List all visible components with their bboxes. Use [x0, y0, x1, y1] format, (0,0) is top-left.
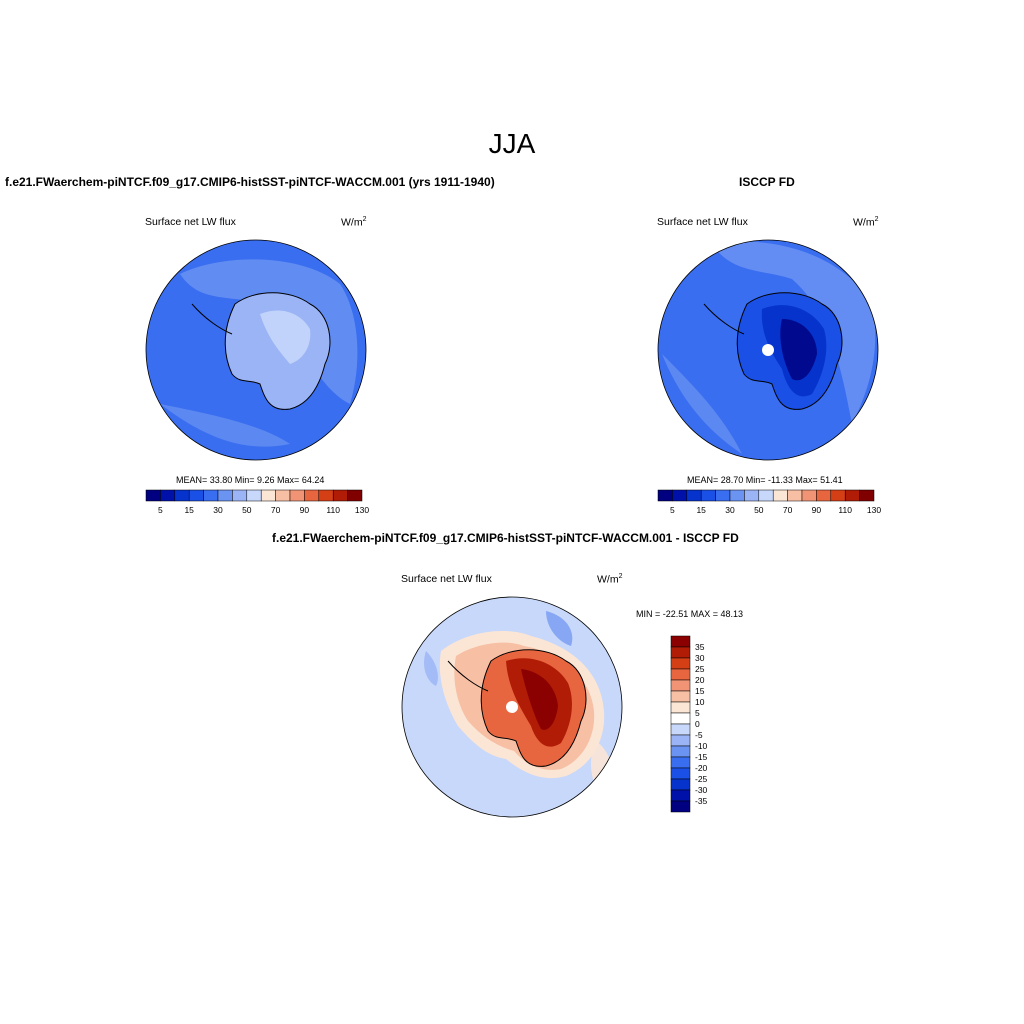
top-right-colorbar-swatch [700, 489, 716, 502]
bottom-colorbar-tick-label: -35 [695, 796, 708, 806]
bottom-map [401, 596, 623, 818]
top-left-colorbar-swatch [160, 489, 176, 502]
top-left-colorbar-swatch [332, 489, 348, 502]
top-left-colorbar-swatch [275, 489, 291, 502]
bottom-colorbar-swatch [670, 712, 691, 725]
bottom-colorbar-tick-label: -20 [695, 763, 708, 773]
top-left-colorbar-tick-label: 5 [158, 505, 163, 515]
top-left-stats: MEAN= 33.80 Min= 9.26 Max= 64.24 [176, 475, 325, 485]
top-right-map [657, 239, 879, 461]
top-left-panel-title: f.e21.FWaerchem-piNTCF.f09_g17.CMIP6-his… [5, 175, 495, 189]
top-left-colorbar-swatch [246, 489, 262, 502]
bottom-colorbar-tick-label: -25 [695, 774, 708, 784]
top-right-colorbar-tick-label: 110 [838, 505, 852, 515]
bottom-colorbar-tick-label: -5 [695, 730, 703, 740]
top-right-colorbar: 5 15 30 50 70 90 110 130 [657, 489, 881, 515]
top-right-panel-title: ISCCP FD [739, 175, 795, 189]
bottom-colorbar-swatch [670, 745, 691, 758]
top-right-colorbar-swatch [729, 489, 745, 502]
bottom-colorbar-swatch [670, 690, 691, 703]
top-right-colorbar-tick-label: 130 [867, 505, 881, 515]
bottom-colorbar-swatch [670, 734, 691, 747]
top-right-colorbar-tick-label: 90 [812, 505, 822, 515]
bottom-colorbar-swatch [670, 723, 691, 736]
bottom-units-label: W/m2 [597, 573, 623, 586]
top-left-colorbar-tick-label: 90 [300, 505, 310, 515]
bottom-colorbar-swatch [670, 646, 691, 659]
top-left-colorbar-swatch [232, 489, 248, 502]
bottom-colorbar-tick-label: 25 [695, 664, 705, 674]
top-right-colorbar-tick-label: 5 [670, 505, 675, 515]
bottom-colorbar-swatch [670, 756, 691, 769]
bottom-colorbar-tick-label: 30 [695, 653, 705, 663]
top-right-colorbar-tick-label: 30 [725, 505, 735, 515]
top-left-colorbar-tick-label: 130 [355, 505, 369, 515]
top-right-colorbar-swatch [758, 489, 774, 502]
bottom-colorbar-swatch [670, 679, 691, 692]
bottom-colorbar-tick-label: 5 [695, 708, 700, 718]
top-left-colorbar-tick-label: 15 [184, 505, 194, 515]
top-right-colorbar-swatch [744, 489, 760, 502]
top-right-colorbar-swatch [715, 489, 731, 502]
top-left-colorbar-swatch [347, 489, 363, 502]
bottom-colorbar-tick-label: 0 [695, 719, 700, 729]
top-right-colorbar-swatch [686, 489, 702, 502]
top-right-colorbar-swatch [787, 489, 803, 502]
top-right-colorbar-tick-label: 70 [783, 505, 793, 515]
bottom-stats: MIN = -22.51 MAX = 48.13 [636, 609, 744, 619]
top-left-colorbar: 5 15 30 50 70 90 110 130 [145, 489, 369, 515]
bottom-colorbar-swatch [670, 657, 691, 670]
top-left-colorbar-swatch [318, 489, 334, 502]
bottom-colorbar-swatch [670, 800, 691, 813]
top-left-colorbar-swatch [304, 489, 320, 502]
top-left-map [145, 239, 367, 461]
top-right-colorbar-tick-label: 15 [696, 505, 706, 515]
season-title: JJA [488, 128, 536, 159]
top-right-colorbar-swatch [830, 489, 846, 502]
top-left-colorbar-swatch [203, 489, 219, 502]
bottom-colorbar-tick-label: -15 [695, 752, 708, 762]
top-left-colorbar-swatch [145, 489, 161, 502]
top-left-colorbar-swatch [289, 489, 305, 502]
top-left-units-label: W/m2 [341, 216, 367, 229]
top-left-colorbar-swatch [188, 489, 204, 502]
bottom-variable-label: Surface net LW flux [401, 573, 492, 585]
top-right-colorbar-swatch [859, 489, 875, 502]
bottom-colorbar-swatch [670, 767, 691, 780]
top-right-colorbar-swatch [816, 489, 832, 502]
top-right-colorbar-swatch [772, 489, 788, 502]
top-right-variable-label: Surface net LW flux [657, 216, 748, 228]
bottom-colorbar-swatch [670, 701, 691, 714]
top-right-colorbar-swatch [672, 489, 688, 502]
bottom-colorbar-swatch [670, 668, 691, 681]
top-left-colorbar-swatch [217, 489, 233, 502]
top-right-colorbar-tick-label: 50 [754, 505, 764, 515]
bottom-panel-title: f.e21.FWaerchem-piNTCF.f09_g17.CMIP6-his… [272, 531, 739, 545]
bottom-colorbar-tick-label: -30 [695, 785, 708, 795]
bottom-colorbar-tick-label: 15 [695, 686, 705, 696]
top-left-variable-label: Surface net LW flux [145, 216, 236, 228]
bottom-colorbar-tick-label: 10 [695, 697, 705, 707]
top-left-colorbar-tick-label: 110 [326, 505, 340, 515]
bottom-colorbar-swatch [670, 789, 691, 802]
bottom-colorbar-swatch [670, 635, 691, 648]
top-left-colorbar-swatch [174, 489, 190, 502]
top-left-colorbar-tick-label: 70 [271, 505, 281, 515]
top-right-colorbar-swatch [657, 489, 673, 502]
top-left-colorbar-swatch [260, 489, 276, 502]
top-right-units-label: W/m2 [853, 216, 879, 229]
bottom-colorbar-tick-label: -10 [695, 741, 708, 751]
top-right-colorbar-swatch [801, 489, 817, 502]
top-left-colorbar-tick-label: 50 [242, 505, 252, 515]
top-right-stats: MEAN= 28.70 Min= -11.33 Max= 51.41 [687, 475, 843, 485]
top-left-colorbar-tick-label: 30 [213, 505, 223, 515]
bottom-colorbar-swatch [670, 778, 691, 791]
top-right-colorbar-swatch [844, 489, 860, 502]
bottom-colorbar-tick-label: 35 [695, 642, 705, 652]
bottom-colorbar-tick-label: 20 [695, 675, 705, 685]
